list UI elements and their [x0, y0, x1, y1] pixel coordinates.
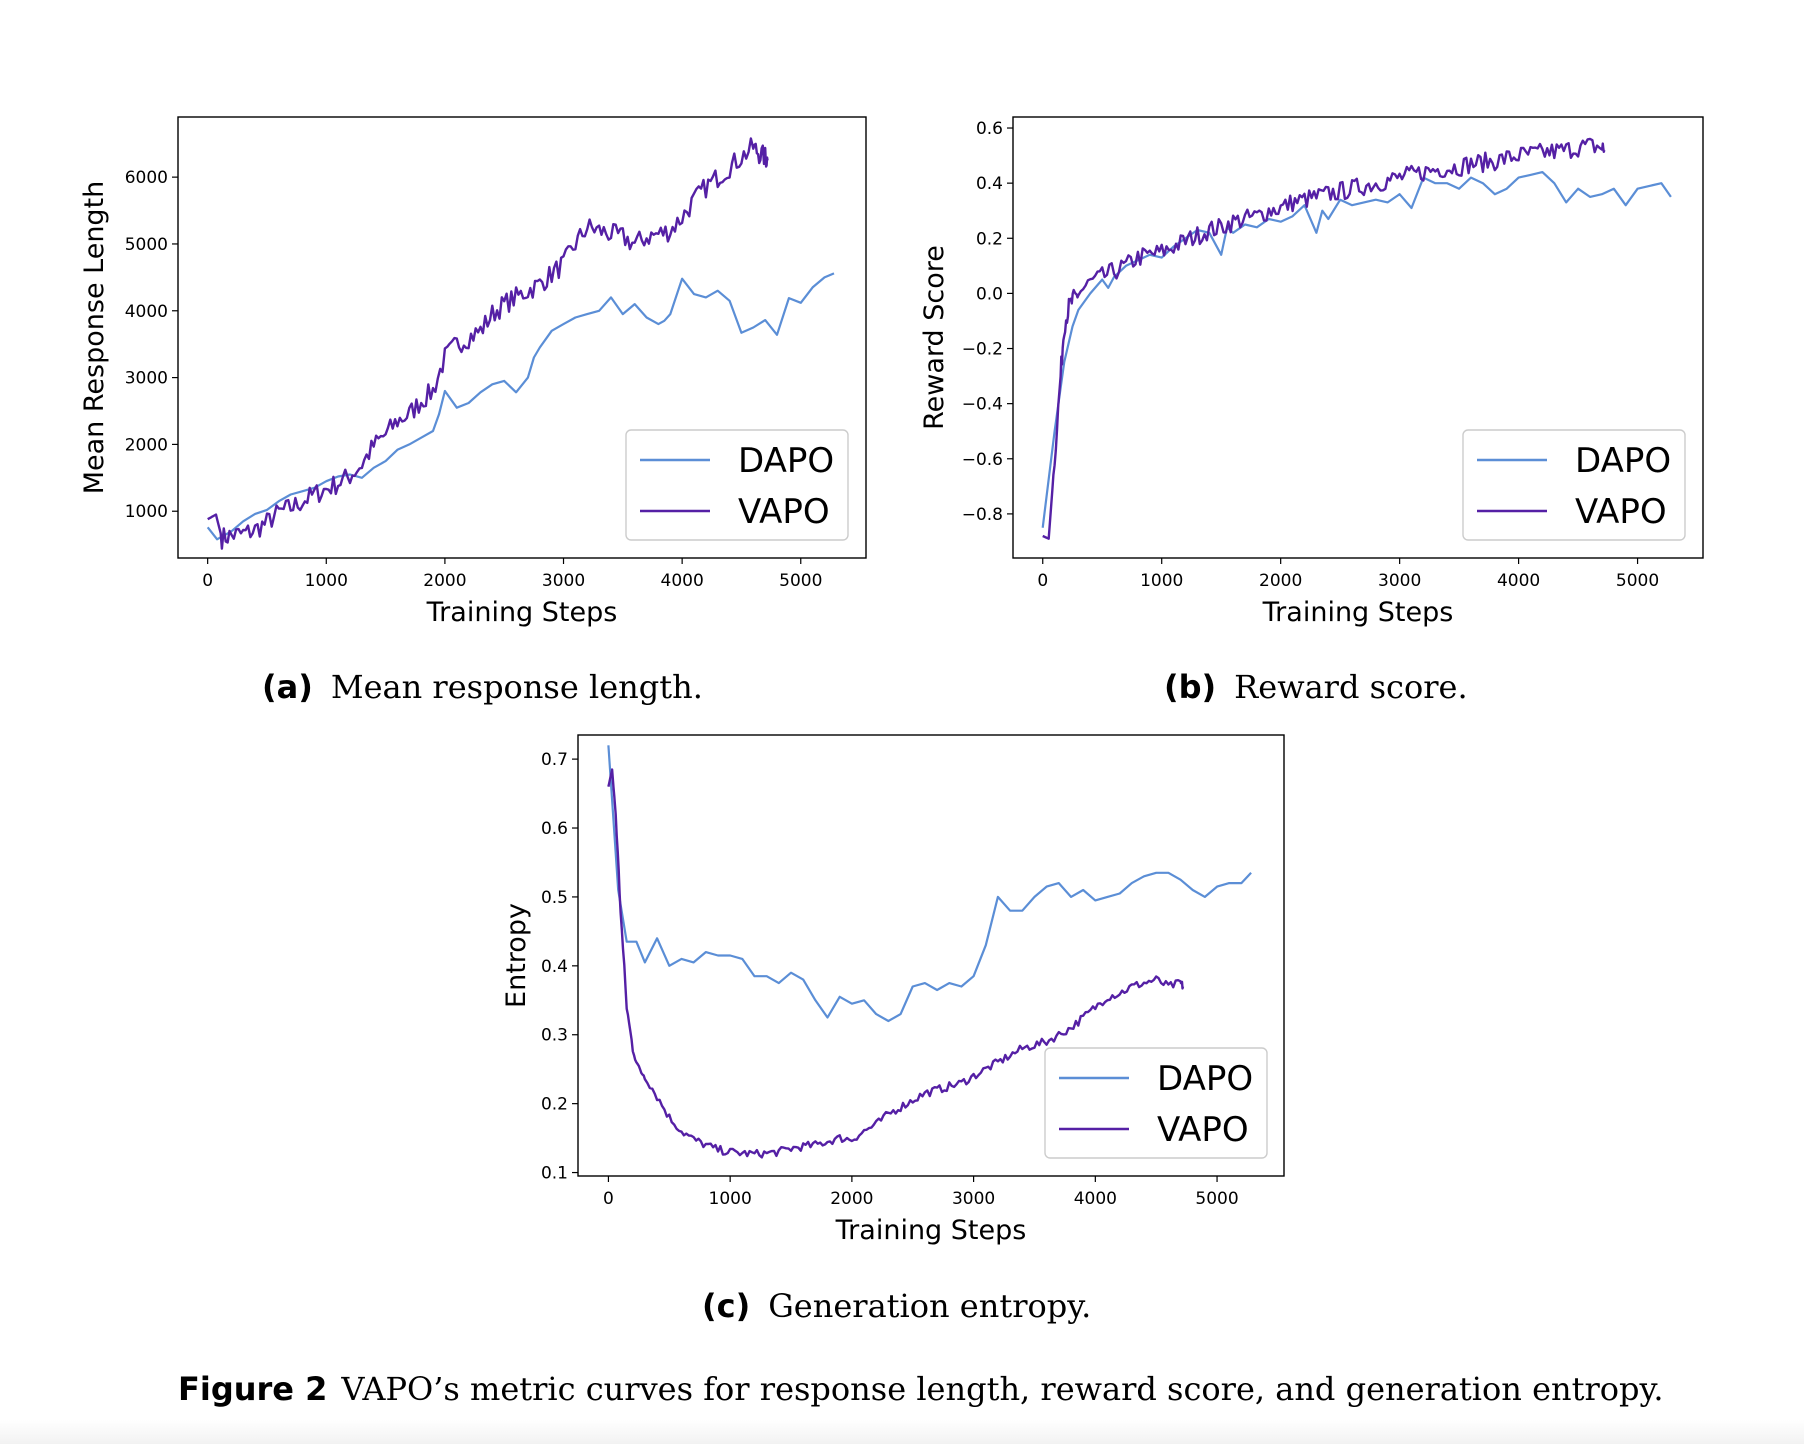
figure-caption-text: VAPO’s metric curves for response length… [341, 1370, 1664, 1408]
series-line-vapo [607, 768, 1185, 1159]
y-tick-label: 2000 [125, 435, 168, 455]
y-tick-label: −0.6 [962, 450, 1003, 470]
legend-box [1462, 429, 1686, 541]
x-tick-label: 1000 [1140, 571, 1183, 591]
x-tick-label: 3000 [542, 571, 585, 591]
x-tick-label: 0 [603, 1189, 614, 1209]
chart-b: 0 1000 2000 3000 4000 5000 −0.8 −0.6 −0.4 −0.2 0.0… [919, 116, 1704, 628]
x-axis-label: Training Steps [835, 1215, 1027, 1246]
y-tick-label: −0.2 [962, 340, 1003, 360]
series-line-dapo [206, 272, 835, 541]
caption-b-text: Reward score. [1234, 668, 1468, 706]
y-tick-label: 0.4 [976, 174, 1003, 194]
caption-a: (a) Mean response length. [262, 668, 703, 706]
chart-c: 0 1000 2000 3000 4000 5000 0.1 0.2 0.3 0.4 0.5 0.6 0… [501, 734, 1285, 1246]
y-tick-label: 0.7 [541, 750, 568, 770]
figure-caption-tag: Figure 2 [178, 1370, 328, 1408]
series-line-dapo [607, 745, 1252, 1023]
x-tick-label: 2000 [1259, 571, 1302, 591]
y-tick-label: 3000 [125, 369, 168, 389]
y-tick-label: 5000 [125, 235, 168, 255]
legend-label-vapo: VAPO [738, 492, 830, 532]
caption-a-text: Mean response length. [330, 668, 703, 706]
chart-a: 0 1000 2000 3000 4000 5000 1000 2000 3000 4000 500… [79, 116, 867, 628]
x-tick-label: 5000 [1616, 571, 1659, 591]
bottom-strip [0, 1420, 1804, 1444]
x-tick-label: 4000 [1497, 571, 1540, 591]
legend-label-dapo: DAPO [1157, 1059, 1253, 1099]
y-tick-label: 0.3 [541, 1026, 568, 1046]
caption-c: (c) Generation entropy. [702, 1287, 1091, 1325]
x-tick-label: 2000 [423, 571, 466, 591]
x-tick-label: 0 [202, 571, 213, 591]
x-tick-label: 2000 [830, 1189, 873, 1209]
y-tick-label: 0.6 [541, 819, 568, 839]
y-tick-label: 0.0 [976, 284, 1003, 304]
legend-box [625, 429, 849, 541]
y-tick-label: 0.2 [541, 1095, 568, 1115]
y-tick-label: 1000 [125, 502, 168, 522]
y-tick-label: −0.8 [962, 505, 1003, 525]
legend-label-vapo: VAPO [1575, 492, 1667, 532]
legend-label-dapo: DAPO [738, 441, 834, 481]
y-tick-label: 0.6 [976, 119, 1003, 139]
legend-label-vapo: VAPO [1157, 1110, 1249, 1150]
series-line-vapo [207, 137, 769, 550]
y-axis-label: Mean Response Length [79, 181, 110, 495]
y-tick-label: 0.2 [976, 229, 1003, 249]
x-tick-label: 0 [1037, 571, 1048, 591]
series-line-vapo [1042, 137, 1606, 540]
x-tick-label: 5000 [779, 571, 822, 591]
y-tick-label: −0.4 [962, 395, 1003, 415]
x-axis-label: Training Steps [1262, 597, 1454, 628]
y-tick-label: 0.1 [541, 1164, 568, 1184]
x-tick-label: 3000 [1378, 571, 1421, 591]
legend-label-dapo: DAPO [1575, 441, 1671, 481]
x-tick-label: 5000 [1195, 1189, 1238, 1209]
figure-caption: Figure 2 VAPO’s metric curves for respons… [178, 1370, 1664, 1408]
x-tick-label: 4000 [661, 571, 704, 591]
y-axis-label: Reward Score [919, 245, 950, 430]
x-tick-label: 1000 [709, 1189, 752, 1209]
y-tick-label: 4000 [125, 302, 168, 322]
chart-c-frame [577, 734, 1285, 1177]
legend-box [1044, 1047, 1268, 1159]
x-axis-label: Training Steps [426, 597, 618, 628]
x-tick-label: 1000 [305, 571, 348, 591]
caption-c-tag: (c) [702, 1287, 751, 1325]
x-tick-label: 4000 [1074, 1189, 1117, 1209]
caption-b: (b) Reward score. [1164, 668, 1468, 706]
y-tick-label: 0.4 [541, 957, 568, 977]
chart-a-frame [177, 116, 867, 559]
y-tick-label: 6000 [125, 168, 168, 188]
y-tick-label: 0.5 [541, 888, 568, 908]
chart-b-frame [1012, 116, 1704, 559]
caption-a-tag: (a) [262, 668, 313, 706]
caption-c-text: Generation entropy. [768, 1287, 1092, 1325]
caption-b-tag: (b) [1164, 668, 1217, 706]
y-axis-label: Entropy [501, 903, 532, 1008]
x-tick-label: 3000 [952, 1189, 995, 1209]
